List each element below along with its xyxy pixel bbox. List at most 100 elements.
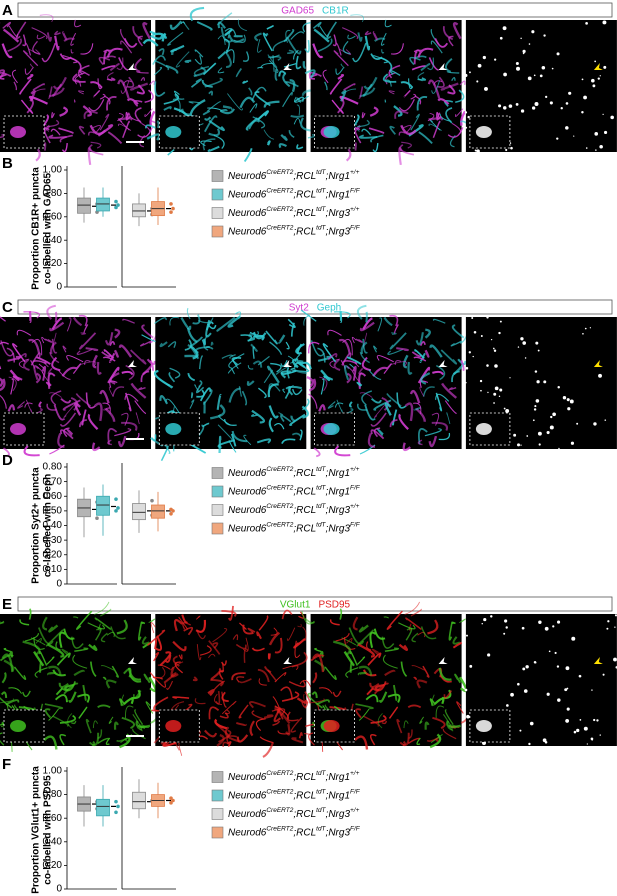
signal-fiber [60,681,76,692]
box [132,791,146,810]
signal-fiber [396,718,403,734]
signal-fiber [213,693,223,706]
binary-puncta [594,132,599,136]
signal-fiber [448,35,454,47]
signal-fiber [273,423,285,430]
signal-fiber [338,338,351,354]
binary-puncta [526,435,529,437]
signal-fiber [329,619,340,626]
signal-fiber [13,666,27,681]
signal-fiber [435,392,443,412]
signal-fiber [434,738,439,742]
binary-puncta [569,399,574,404]
signal-fiber [280,133,288,141]
signal-fiber [212,627,228,643]
signal-fiber [74,72,86,85]
binary-puncta [571,636,576,641]
signal-fiber [194,55,202,65]
signal-fiber [416,96,428,111]
data-point [114,810,118,815]
signal-fiber [219,712,229,719]
signal-fiber [63,37,75,42]
signal-fiber [269,341,283,355]
binary-puncta [602,20,607,25]
signal-fiber [260,62,273,69]
signal-fiber [346,372,352,384]
signal-fiber [102,406,111,411]
signal-fiber [173,618,183,632]
binary-puncta [597,77,600,80]
signal-fiber [120,40,133,54]
channel-header [17,299,613,315]
signal-fiber [386,610,403,630]
signal-fiber [231,430,248,443]
signal-fiber [23,445,40,457]
signal-fiber [55,687,63,696]
signal-fiber [359,321,375,332]
signal-fiber [54,311,58,323]
signal-fiber [450,340,463,347]
binary-puncta [599,734,601,736]
arrowhead [593,657,603,664]
signal-fiber [263,129,275,140]
signal-fiber [37,627,54,645]
binary-puncta [464,111,468,114]
binary-puncta [557,620,561,624]
binary-puncta [534,370,538,373]
signal-fiber [435,364,446,381]
signal-fiber [121,421,138,431]
signal-fiber [89,124,107,136]
signal-fiber [292,388,303,396]
binary-puncta [502,26,507,31]
inset-bouton [165,720,182,732]
signal-fiber [58,682,69,689]
signal-fiber [369,734,377,746]
signal-fiber [104,407,116,422]
signal-fiber [378,691,388,703]
signal-fiber [159,651,172,667]
signal-fiber [385,72,397,85]
signal-fiber [0,732,5,746]
binary-puncta [493,349,497,352]
data-point [169,801,173,805]
signal-fiber [23,311,41,319]
signal-fiber [256,631,262,640]
signal-fiber [293,117,301,125]
signal-fiber [348,627,365,645]
legend-swatch [211,504,224,516]
signal-fiber [293,364,308,374]
signal-fiber [56,652,71,666]
signal-fiber [342,339,353,356]
signal-fiber [111,665,119,678]
signal-fiber [340,63,345,69]
micrograph [142,6,316,163]
data-point [169,210,173,214]
signal-fiber [81,409,87,426]
signal-fiber [58,631,66,648]
binary-puncta [593,422,597,426]
signal-fiber [283,29,295,43]
binary-puncta [583,95,587,100]
signal-fiber [72,73,86,83]
legend-swatch [211,170,224,182]
binary-puncta [525,665,529,669]
signal-fiber [63,427,70,438]
signal-fiber [444,400,457,415]
signal-fiber [355,338,363,343]
signal-fiber [68,691,77,703]
signal-fiber [274,706,291,725]
signal-fiber [190,78,202,88]
signal-fiber [139,340,152,347]
signal-fiber [61,648,69,655]
signal-fiber [256,66,264,69]
signal-fiber [332,690,342,698]
inset-bouton [10,126,26,138]
signal-fiber [118,57,129,71]
signal-fiber [286,36,302,55]
channel-labels: VGlut1 PSD95 [280,599,351,610]
signal-fiber [345,148,352,162]
binary-puncta [545,95,548,99]
binary-puncta [583,726,588,731]
legend-text: ;RCL [293,790,316,801]
